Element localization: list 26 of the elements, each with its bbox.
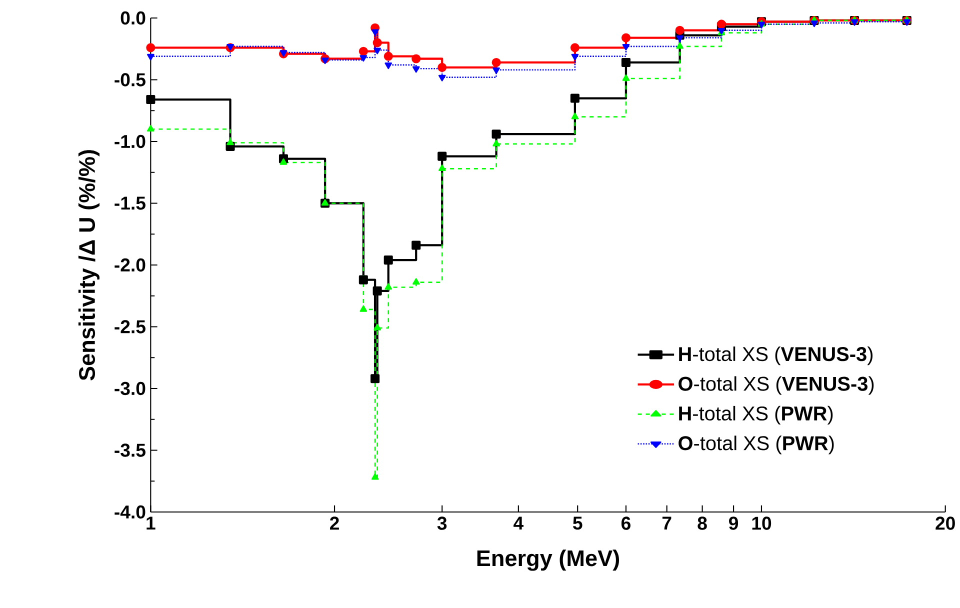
legend-label: O-total XS (PWR) <box>678 436 834 454</box>
y-tick-label: 0.0 <box>120 11 146 25</box>
legend-label: H-total XS (PWR) <box>679 406 833 424</box>
y-tick-label: -2.0 <box>114 258 146 272</box>
x-axis-title: Energy (MeV) <box>477 550 620 571</box>
legend-label: O-total XS (VENUS-3) <box>678 376 874 395</box>
x-tick-label: 3 <box>437 516 447 530</box>
x-tick-label: 8 <box>698 516 707 530</box>
x-tick-label: 1 <box>146 516 156 530</box>
x-tick-label: 10 <box>752 516 772 530</box>
x-tick-label: 9 <box>729 516 738 530</box>
y-tick-label: -2.5 <box>114 320 146 334</box>
x-tick-label: 4 <box>514 516 524 530</box>
x-tick-label: 6 <box>621 516 630 530</box>
y-tick-label: -1.0 <box>114 134 146 148</box>
x-tick-label: 7 <box>662 516 672 530</box>
legend-label: H-total XS (VENUS-3) <box>679 346 873 366</box>
y-tick-label: -4.0 <box>114 505 146 519</box>
y-tick-label: -3.0 <box>114 382 146 396</box>
y-tick-label: -1.5 <box>114 196 146 210</box>
y-tick-label: -0.5 <box>114 73 146 86</box>
x-tick-label: 20 <box>936 516 955 530</box>
x-tick-label: 5 <box>573 516 582 530</box>
y-tick-label: -3.5 <box>114 444 146 457</box>
x-tick-label: 2 <box>330 516 339 530</box>
y-axis-title: Sensitivity /Δ U (%/%) <box>78 150 100 380</box>
